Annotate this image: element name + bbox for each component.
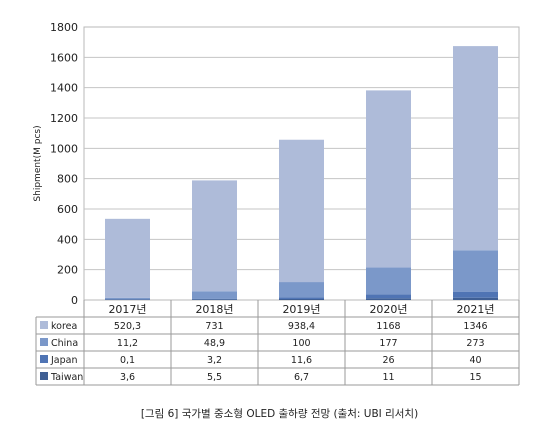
x-tick-label: 2018년 bbox=[195, 303, 233, 316]
bar-japan-5 bbox=[453, 291, 498, 298]
figure-caption: [그림 6] 국가별 중소형 OLED 출하량 전망 (출처: UBI 리서치) bbox=[140, 408, 419, 420]
data-label: 0,1 bbox=[120, 355, 135, 366]
data-label: 177 bbox=[379, 338, 397, 349]
data-label: 731 bbox=[205, 321, 223, 332]
bar-taiwan-2 bbox=[192, 299, 237, 300]
data-label: 520,3 bbox=[114, 321, 141, 332]
legend-swatch-japan bbox=[40, 355, 48, 363]
data-label: 1168 bbox=[376, 321, 400, 332]
data-label: 6,7 bbox=[294, 372, 309, 383]
legend-swatch-korea bbox=[40, 321, 48, 329]
data-label: 3,6 bbox=[120, 372, 135, 383]
bar-china-1 bbox=[105, 297, 150, 300]
data-label: 273 bbox=[466, 338, 484, 349]
y-tick-label: 1000 bbox=[50, 142, 78, 155]
y-tick-label: 1600 bbox=[50, 51, 78, 64]
x-tick-label: 2021년 bbox=[456, 303, 494, 316]
bar-korea-1 bbox=[105, 218, 150, 298]
y-axis-label: Shipment(M pcs) bbox=[33, 125, 43, 201]
y-tick-label: 1800 bbox=[50, 21, 78, 34]
data-label: 1346 bbox=[463, 321, 487, 332]
data-label: 11 bbox=[382, 372, 394, 383]
legend-label: Taiwan bbox=[50, 372, 83, 383]
chart: 0 200 400 600 800 1000 1200 1400 1600 1800 Shipmen… bbox=[33, 21, 520, 386]
legend-swatch-china bbox=[40, 338, 48, 346]
legend-label: korea bbox=[51, 321, 77, 332]
bar-korea-3 bbox=[279, 139, 324, 283]
y-tick-label: 1400 bbox=[50, 82, 78, 95]
y-tick-label: 800 bbox=[57, 173, 78, 186]
y-tick-label: 400 bbox=[57, 233, 78, 246]
bar-china-3 bbox=[279, 282, 324, 298]
bar-china-5 bbox=[453, 250, 498, 292]
stacked-bar-chart: 0 200 400 600 800 1000 1200 1400 1600 1800 Shipmen… bbox=[33, 21, 520, 386]
data-label: 15 bbox=[469, 372, 481, 383]
data-label: 938,4 bbox=[288, 321, 315, 332]
y-tick-label: 600 bbox=[57, 203, 78, 216]
data-label: 11,2 bbox=[117, 338, 138, 349]
data-label: 3,2 bbox=[207, 355, 222, 366]
bar-taiwan-4 bbox=[366, 298, 411, 300]
bar-korea-2 bbox=[192, 180, 237, 292]
x-tick-label: 2017년 bbox=[108, 303, 146, 316]
x-tick-label: 2020년 bbox=[369, 303, 407, 316]
y-tick-label: 200 bbox=[57, 264, 78, 277]
bar-japan-4 bbox=[366, 294, 411, 299]
y-tick-label: 1200 bbox=[50, 112, 78, 125]
bar-korea-5 bbox=[453, 46, 498, 251]
bar-china-2 bbox=[192, 291, 237, 299]
bar-taiwan-5 bbox=[453, 297, 498, 300]
bar-taiwan-1 bbox=[105, 299, 150, 300]
data-label: 100 bbox=[292, 338, 310, 349]
bar-taiwan-3 bbox=[279, 298, 324, 300]
legend-label: China bbox=[51, 338, 78, 349]
data-label: 11,6 bbox=[291, 355, 312, 366]
data-label: 40 bbox=[469, 355, 481, 366]
legend-label: Japan bbox=[50, 355, 78, 366]
bar-korea-4 bbox=[366, 90, 411, 268]
bar-china-4 bbox=[366, 267, 411, 295]
y-tick-label: 0 bbox=[71, 294, 78, 307]
legend-swatch-taiwan bbox=[40, 372, 48, 380]
data-label: 26 bbox=[382, 355, 394, 366]
data-label: 48,9 bbox=[204, 338, 225, 349]
bar-japan-3 bbox=[279, 297, 324, 299]
x-tick-label: 2019년 bbox=[282, 303, 320, 316]
data-label: 5,5 bbox=[207, 372, 222, 383]
